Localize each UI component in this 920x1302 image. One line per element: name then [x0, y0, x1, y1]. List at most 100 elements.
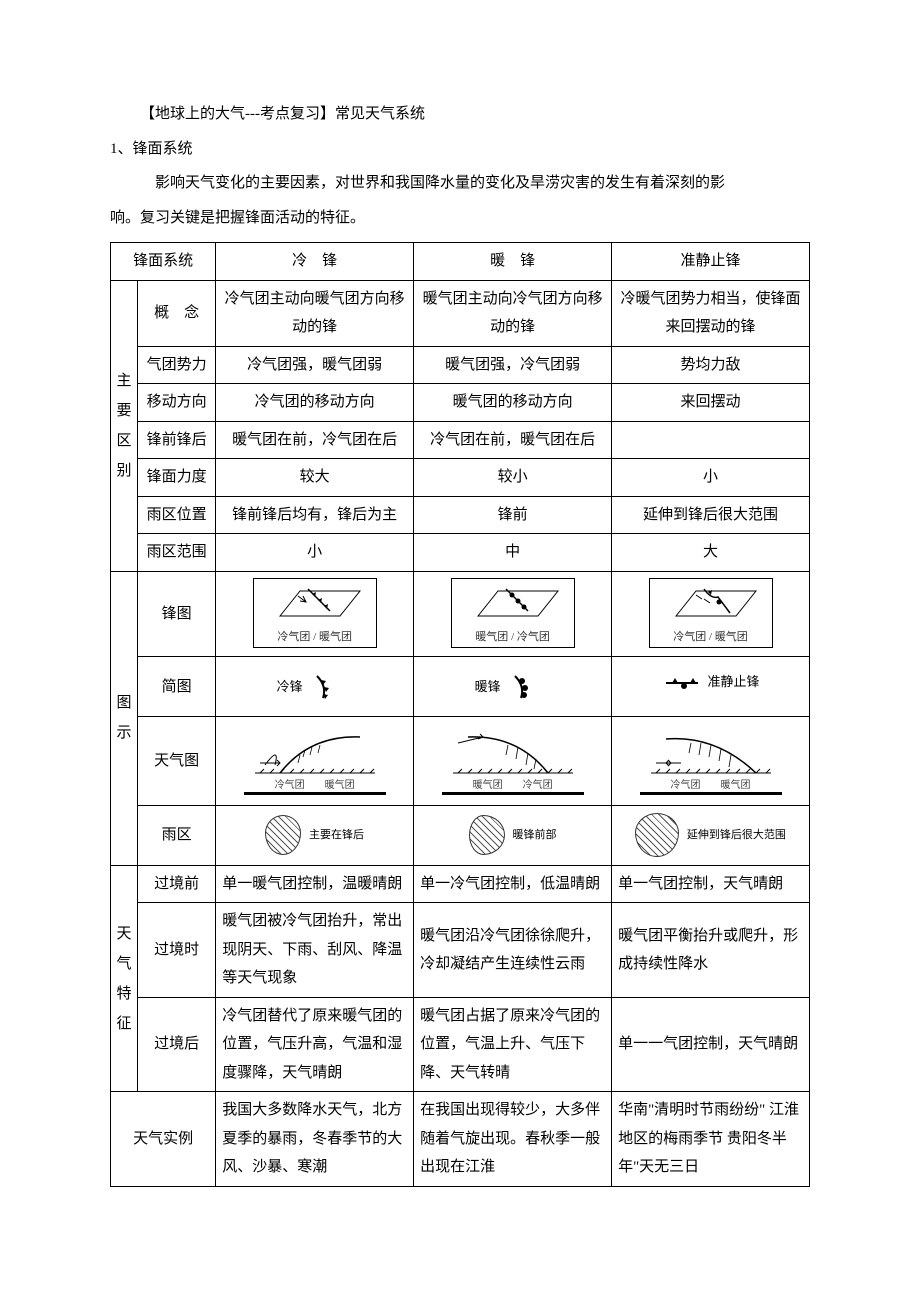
cell: 冷气团在前，暖气团在后 — [414, 421, 612, 459]
intro-text-2: 响。复习关键是把握锋面活动的特征。 — [110, 204, 810, 233]
hatch-icon — [469, 815, 505, 855]
cell: 暖气团占据了原来冷气团的位置，气温上升、气压下降、天气转晴 — [414, 997, 612, 1092]
group-diagram: 图示 — [111, 571, 138, 865]
diagram-icon: 冷气团 暖气团 — [640, 723, 782, 795]
intro-text-1: 影响天气变化的主要因素，对世界和我国降水量的变化及旱涝灾害的发生有着深刻的影 — [110, 169, 810, 198]
cell: 小 — [216, 534, 414, 572]
cell: 单一暖气团控制，温暖晴朗 — [216, 865, 414, 903]
table-row: 图示 锋图 冷气团 / 暖气团 — [111, 571, 810, 657]
weather-diagram-stationary: 冷气团 暖气团 — [612, 717, 810, 806]
cell: 单一一气团控制，天气晴朗 — [612, 997, 810, 1092]
row-label: 雨区范围 — [138, 534, 216, 572]
table-row: 天气特征 过境前 单一暖气团控制，温暖晴朗 单一冷气团控制，低温晴朗 单一气团控… — [111, 865, 810, 903]
cell: 暖气团的移动方向 — [414, 384, 612, 422]
rain-label: 主要在锋后 — [309, 828, 364, 842]
cell: 冷气团强，暖气团弱 — [216, 346, 414, 384]
table-row: 锋前锋后 暖气团在前，冷气团在后 冷气团在前，暖气团在后 — [111, 421, 810, 459]
page-title: 【地球上的大气---考点复习】常见天气系统 — [110, 100, 810, 129]
weather-diagram-warm: 暖气团 冷气团 — [414, 717, 612, 806]
cell: 中 — [414, 534, 612, 572]
diagram-icon: 暖气团 冷气团 — [442, 723, 584, 795]
table-row: 简图 冷锋 暖锋 — [111, 657, 810, 717]
rain-zone-stationary: 延伸到锋后很大范围 — [612, 805, 810, 865]
cell: 暖气团沿冷气团徐徐爬升，冷却凝结产生连续性云雨 — [414, 903, 612, 998]
rain-zone-cold: 主要在锋后 — [216, 805, 414, 865]
table-row: 锋面力度 较大 较小 小 — [111, 459, 810, 497]
table-row: 天气图 — [111, 717, 810, 806]
rain-zone-warm: 暖锋前部 — [414, 805, 612, 865]
cell: 单一气团控制，天气晴朗 — [612, 865, 810, 903]
cell: 大 — [612, 534, 810, 572]
cell: 较大 — [216, 459, 414, 497]
table-row: 雨区 主要在锋后 暖锋前部 延伸到锋后很大范围 — [111, 805, 810, 865]
cell: 暖气团在前，冷气团在后 — [216, 421, 414, 459]
cell: 暖气团平衡抬升或爬升，形成持续性降水 — [612, 903, 810, 998]
cell: 华南"清明时节雨纷纷" 江淮地区的梅雨季节 贵阳冬半年"天无三日 — [612, 1092, 810, 1187]
group-weather: 天气特征 — [111, 865, 138, 1092]
cell: 在我国出现得较少，大多伴随着气旋出现。春秋季一般出现在江淮 — [414, 1092, 612, 1187]
diagram-icon: 冷气团 / 暖气团 — [649, 578, 773, 649]
group-main: 主要区别 — [111, 280, 138, 571]
row-label: 过境前 — [138, 865, 216, 903]
front-diagram-cold: 冷气团 / 暖气团 — [216, 571, 414, 657]
simple-diagram-warm: 暖锋 — [414, 657, 612, 717]
row-label: 概 念 — [138, 280, 216, 346]
table-row: 过境后 冷气团替代了原来暖气团的位置，气压升高，气温和湿度骤降，天气晴朗 暖气团… — [111, 997, 810, 1092]
cell: 暖气团强，冷气团弱 — [414, 346, 612, 384]
cell: 势均力敌 — [612, 346, 810, 384]
simple-diagram-cold: 冷锋 — [216, 657, 414, 717]
cell: 单一冷气团控制，低温晴朗 — [414, 865, 612, 903]
diagram-icon: 暖气团 / 冷气团 — [451, 578, 575, 649]
cell: 暖气团被冷气团抬升，常出现阴天、下雨、刮风、降温等天气现象 — [216, 903, 414, 998]
cell: 冷暖气团势力相当，使锋面来回摆动的锋 — [612, 280, 810, 346]
warm-front-symbol-icon: 暖锋 — [475, 672, 551, 702]
cell: 冷气团替代了原来暖气团的位置，气压升高，气温和湿度骤降，天气晴朗 — [216, 997, 414, 1092]
stationary-front-symbol-icon: 准静止锋 — [662, 670, 760, 695]
table-row: 雨区位置 锋前锋后均有，锋后为主 锋前 延伸到锋后很大范围 — [111, 496, 810, 534]
front-diagram-warm: 暖气团 / 冷气团 — [414, 571, 612, 657]
row-label: 锋图 — [138, 571, 216, 657]
section-number: 1、锋面系统 — [110, 135, 810, 164]
table-row: 雨区范围 小 中 大 — [111, 534, 810, 572]
cell: 冷气团主动向暖气团方向移动的锋 — [216, 280, 414, 346]
cell — [612, 421, 810, 459]
row-label: 天气实例 — [111, 1092, 216, 1187]
cell: 来回摆动 — [612, 384, 810, 422]
hatch-icon — [265, 815, 301, 855]
front-system-table: 锋面系统 冷 锋 暖 锋 准静止锋 主要区别 概 念 冷气团主动向暖气团方向移动… — [110, 242, 810, 1187]
diagram-icon: 冷气团 暖气团 — [244, 723, 386, 795]
front-diagram-stationary: 冷气团 / 暖气团 — [612, 571, 810, 657]
table-row: 移动方向 冷气团的移动方向 暖气团的移动方向 来回摆动 — [111, 384, 810, 422]
row-label: 简图 — [138, 657, 216, 717]
row-label: 移动方向 — [138, 384, 216, 422]
row-label: 锋前锋后 — [138, 421, 216, 459]
cell: 暖气团主动向冷气团方向移动的锋 — [414, 280, 612, 346]
header-warm: 暖 锋 — [414, 243, 612, 281]
simple-diagram-stationary: 准静止锋 — [612, 657, 810, 717]
diagram-icon: 冷气团 / 暖气团 — [253, 578, 377, 649]
rain-label: 暖锋前部 — [512, 828, 556, 842]
cell: 锋前 — [414, 496, 612, 534]
cell: 锋前锋后均有，锋后为主 — [216, 496, 414, 534]
header-stationary: 准静止锋 — [612, 243, 810, 281]
row-label: 天气图 — [138, 717, 216, 806]
row-label: 雨区 — [138, 805, 216, 865]
cell: 较小 — [414, 459, 612, 497]
table-row: 天气实例 我国大多数降水天气，北方夏季的暴雨，冬春季节的大风、沙暴、寒潮 在我国… — [111, 1092, 810, 1187]
table-row: 锋面系统 冷 锋 暖 锋 准静止锋 — [111, 243, 810, 281]
row-label: 气团势力 — [138, 346, 216, 384]
cell: 延伸到锋后很大范围 — [612, 496, 810, 534]
hatch-icon — [635, 813, 679, 857]
row-label: 锋面力度 — [138, 459, 216, 497]
header-system: 锋面系统 — [111, 243, 216, 281]
weather-diagram-cold: 冷气团 暖气团 — [216, 717, 414, 806]
rain-label: 延伸到锋后很大范围 — [687, 828, 786, 842]
cell: 我国大多数降水天气，北方夏季的暴雨，冬春季节的大风、沙暴、寒潮 — [216, 1092, 414, 1187]
row-label: 雨区位置 — [138, 496, 216, 534]
row-label: 过境后 — [138, 997, 216, 1092]
row-label: 过境时 — [138, 903, 216, 998]
table-row: 气团势力 冷气团强，暖气团弱 暖气团强，冷气团弱 势均力敌 — [111, 346, 810, 384]
cell: 冷气团的移动方向 — [216, 384, 414, 422]
cell: 小 — [612, 459, 810, 497]
table-row: 过境时 暖气团被冷气团抬升，常出现阴天、下雨、刮风、降温等天气现象 暖气团沿冷气… — [111, 903, 810, 998]
